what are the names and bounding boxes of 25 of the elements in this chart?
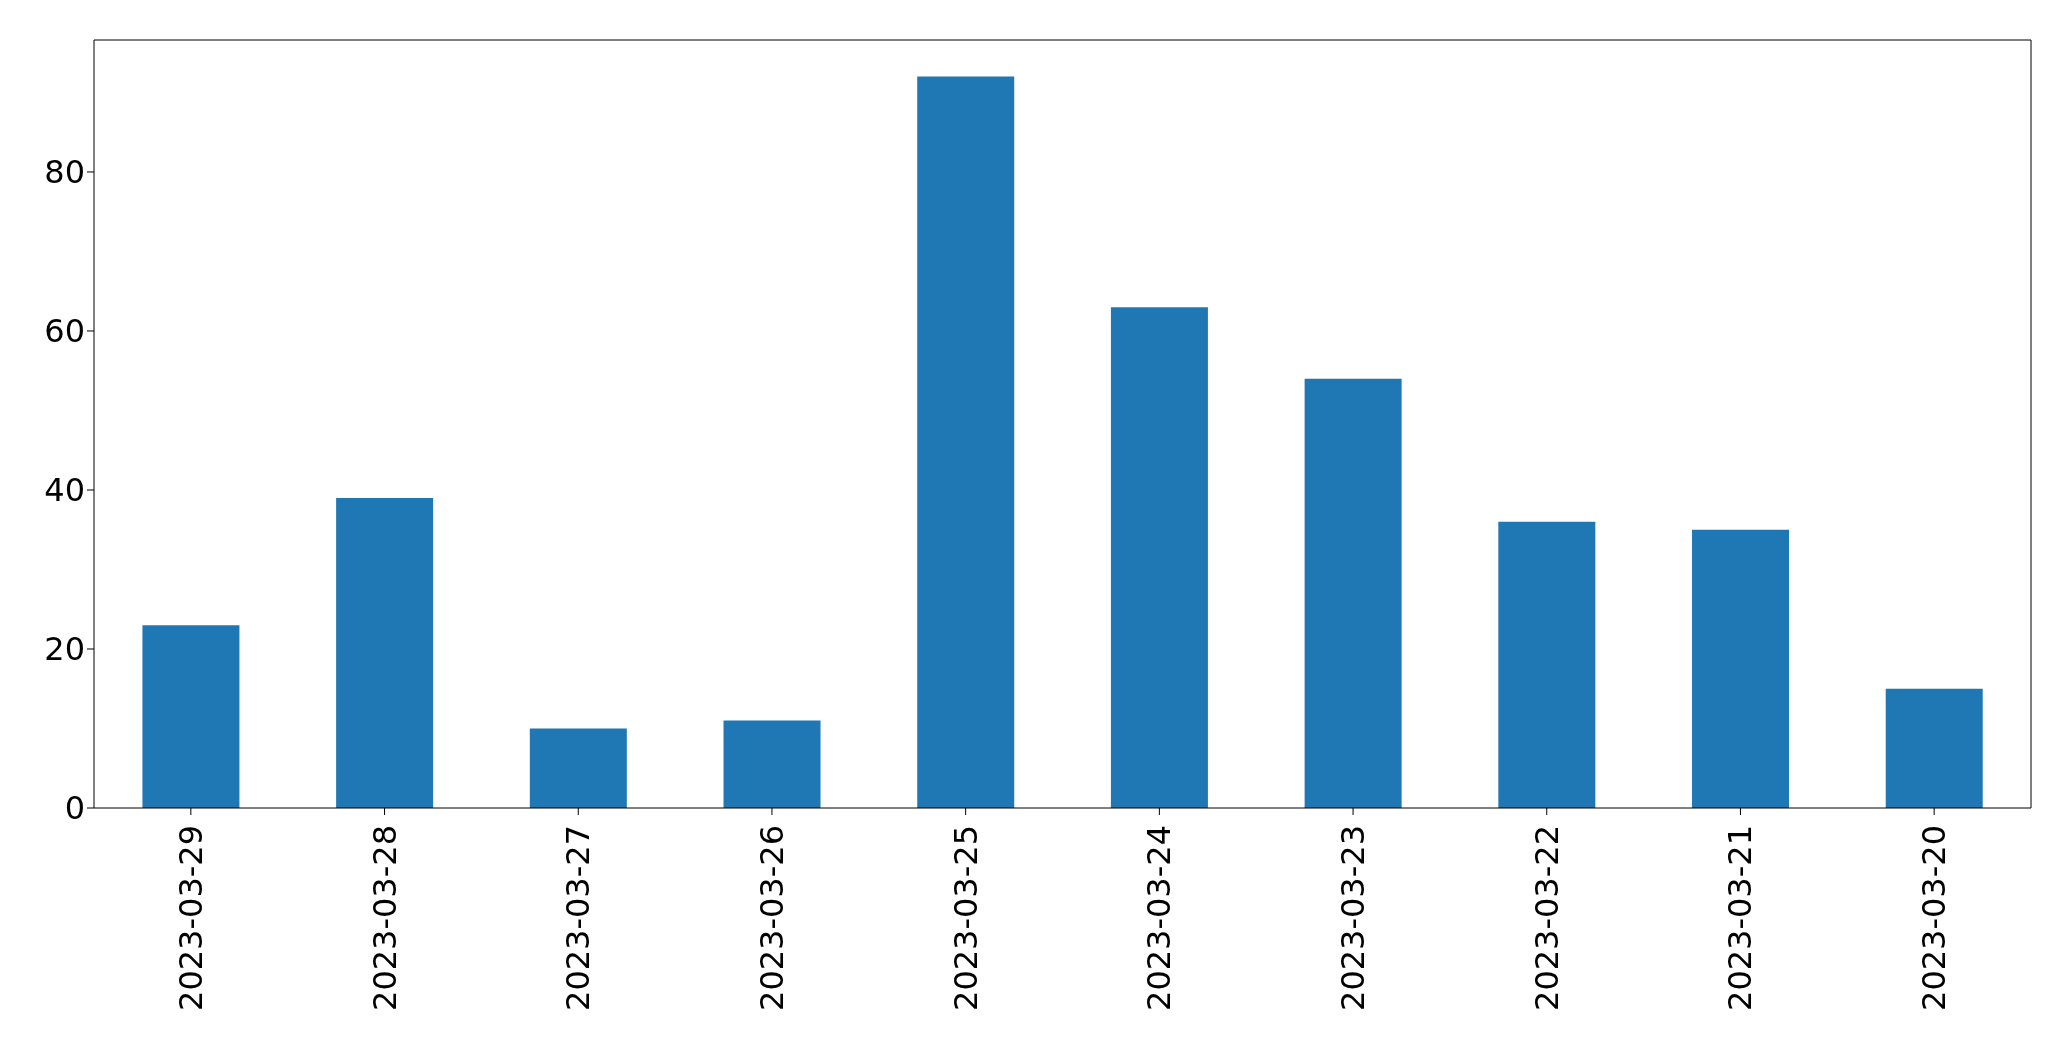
x-tick-label: 2023-03-29 [171,825,210,1011]
bar [917,76,1015,808]
bar [1498,521,1596,808]
bar [1885,688,1983,808]
x-tick-label: 2023-03-20 [1915,825,1954,1011]
x-tick-label: 2023-03-25 [946,825,985,1011]
bar [142,625,240,808]
x-tick-label: 2023-03-24 [1140,825,1179,1011]
bar [1692,529,1790,808]
y-tick-label: 80 [44,153,85,192]
x-tick-label: 2023-03-23 [1334,825,1373,1011]
bar [723,720,821,808]
bar [1304,378,1402,808]
y-tick-label: 0 [64,789,85,828]
bar [529,728,627,808]
bar [336,497,434,808]
y-tick-label: 60 [44,312,85,351]
x-tick-label: 2023-03-26 [752,825,791,1011]
y-tick-label: 20 [44,630,85,669]
x-tick-label: 2023-03-28 [365,825,404,1011]
bar [1110,307,1208,808]
x-tick-label: 2023-03-22 [1527,825,1566,1011]
x-tick-label: 2023-03-27 [559,825,598,1011]
x-tick-label: 2023-03-21 [1721,825,1760,1011]
y-tick-label: 40 [44,471,85,510]
